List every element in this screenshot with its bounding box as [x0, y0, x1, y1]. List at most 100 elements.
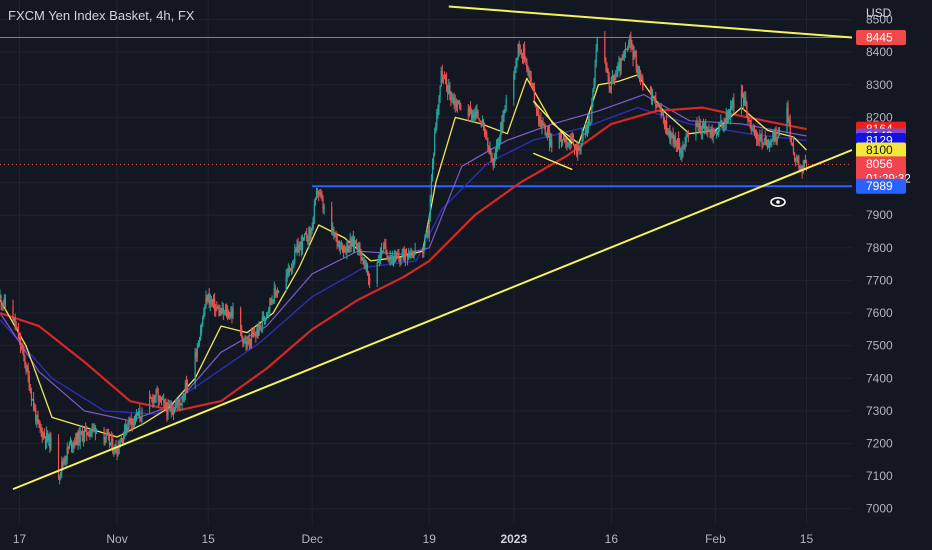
- candle-down: [300, 242, 302, 250]
- candle-down: [139, 410, 141, 419]
- candle-up: [695, 122, 697, 136]
- candle-up: [311, 228, 313, 230]
- candle-up: [539, 117, 541, 124]
- candle-down: [318, 192, 320, 195]
- candle-down: [709, 129, 711, 132]
- candle-up: [651, 95, 654, 101]
- candle-up: [729, 106, 732, 119]
- candle-up: [175, 404, 177, 410]
- candle-down: [225, 309, 228, 316]
- candle-up: [46, 432, 48, 443]
- candle-up: [232, 308, 234, 317]
- candle-down: [220, 310, 222, 315]
- candle-down: [483, 123, 486, 135]
- candle-down: [455, 100, 457, 107]
- y-tick-label: 7400: [866, 371, 893, 385]
- candle-down: [706, 129, 708, 131]
- y-tick-label: 7700: [866, 273, 893, 287]
- candle-up: [708, 129, 710, 132]
- candle-down: [275, 292, 278, 296]
- candle-down: [217, 307, 219, 309]
- candle-down: [757, 138, 759, 140]
- descending-trendline: [448, 5, 853, 39]
- candle-up: [224, 309, 227, 312]
- candle-down: [137, 412, 139, 416]
- candle-up: [337, 240, 339, 244]
- candle-down: [38, 423, 40, 425]
- candle-up: [334, 235, 336, 237]
- candle-up: [183, 396, 185, 398]
- candle-up: [148, 397, 151, 410]
- candle-up: [751, 128, 753, 131]
- candlestick-series: [0, 31, 808, 485]
- candle-down: [721, 120, 723, 128]
- candle-up: [59, 476, 61, 478]
- candle-up: [468, 107, 470, 116]
- candle-down: [359, 243, 361, 249]
- candle-up: [438, 96, 440, 109]
- candle-down: [125, 424, 127, 433]
- candle-down: [649, 89, 651, 92]
- candle-down: [166, 408, 168, 416]
- candle-up: [31, 398, 34, 401]
- candle-up: [197, 343, 199, 348]
- y-tick-label: 7100: [866, 469, 893, 483]
- candle-up: [227, 311, 229, 316]
- candle-down: [131, 422, 133, 425]
- grid-lines: [0, 0, 852, 525]
- candle-up: [670, 134, 672, 141]
- wedge-lower-line: [533, 152, 573, 171]
- candle-down: [67, 447, 69, 449]
- candle-down: [677, 138, 680, 143]
- candle-up: [167, 404, 169, 416]
- candle-down: [49, 434, 51, 449]
- candle-down: [724, 121, 726, 124]
- candle-down: [24, 356, 26, 365]
- candle-down: [705, 122, 707, 130]
- candle-down: [731, 106, 733, 108]
- candle-up: [113, 451, 115, 453]
- candle-up: [671, 133, 673, 135]
- candle-down: [70, 440, 73, 448]
- candle-down: [778, 128, 780, 134]
- candle-up: [258, 323, 260, 336]
- candle-down: [255, 335, 257, 337]
- candle-down: [650, 91, 653, 101]
- candle-down: [242, 337, 244, 344]
- candle-up: [759, 136, 761, 141]
- candle-down: [773, 132, 775, 141]
- candle-up: [246, 341, 248, 349]
- candle-down: [746, 103, 748, 118]
- candle-down: [288, 268, 291, 270]
- candle-up: [377, 261, 379, 263]
- time-axis[interactable]: 17 Nov 15 Dec 19 2023 16 Feb 15: [13, 532, 814, 546]
- candle-up: [83, 429, 86, 438]
- candle-up: [641, 77, 643, 80]
- candle-down: [396, 256, 398, 258]
- price-label-7989: 7989: [866, 179, 893, 193]
- candle-up: [637, 71, 640, 73]
- candle-down: [74, 442, 76, 445]
- candle-up: [496, 144, 499, 146]
- candle-up: [42, 433, 44, 439]
- candle-down: [295, 250, 297, 252]
- candle-up: [712, 130, 714, 137]
- candle-down: [747, 117, 749, 121]
- candle-up: [109, 442, 112, 445]
- candle-up: [723, 121, 725, 126]
- eye-icon[interactable]: [770, 197, 786, 207]
- candle-up: [426, 230, 428, 234]
- candle-down: [579, 150, 581, 152]
- candle-up: [72, 445, 74, 448]
- candle-up: [657, 103, 659, 107]
- candle-up: [248, 338, 250, 345]
- candle-down: [608, 77, 610, 87]
- candle-down: [19, 337, 22, 348]
- trend-drawings[interactable]: [12, 5, 853, 491]
- candle-up: [537, 110, 539, 112]
- candle-down: [475, 112, 477, 116]
- candle-down: [321, 196, 323, 199]
- candle-down: [29, 389, 31, 391]
- candle-up: [244, 341, 246, 343]
